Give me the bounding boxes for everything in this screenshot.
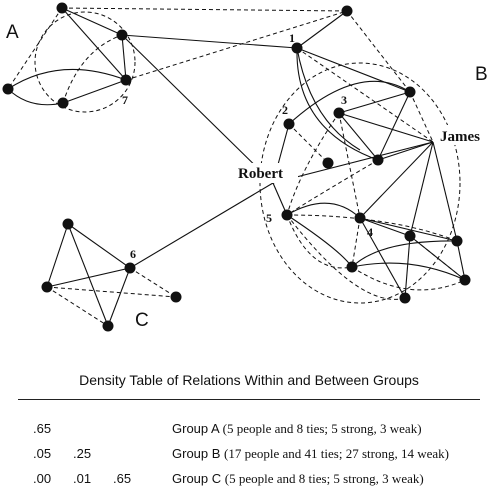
- group-c-node: [170, 291, 182, 303]
- node-2: [283, 118, 295, 130]
- group-b-node: [372, 154, 384, 166]
- strong-ties: [7, 7, 466, 327]
- group-b-node: [341, 5, 353, 17]
- group-description: Group A (5 people and 8 ties; 5 strong, …: [172, 421, 422, 437]
- group-b-node: [404, 230, 416, 242]
- node-7-label: 7: [122, 93, 128, 107]
- james-label: James: [440, 129, 480, 145]
- density-value: .01: [73, 471, 92, 486]
- group-a-node: [56, 2, 68, 14]
- group-a-node: [57, 97, 69, 109]
- density-value: .65: [113, 471, 132, 486]
- density-value: .25: [73, 446, 92, 461]
- robert-label: Robert: [238, 166, 283, 182]
- group-description: Group B (17 people and 41 ties; 27 stron…: [172, 446, 449, 462]
- james-label-bg: [438, 125, 496, 145]
- group-a-node: [116, 29, 128, 41]
- node-7: [120, 74, 132, 86]
- density-row-a: .65 Group A (5 people and 8 ties; 5 stro…: [0, 421, 498, 443]
- group-b-label: B: [475, 64, 488, 85]
- group-b-node: [451, 235, 463, 247]
- group-c-node: [62, 218, 74, 230]
- node-1: [291, 42, 303, 54]
- group-a-label: A: [6, 22, 19, 43]
- group-name: Group C: [172, 471, 222, 486]
- node-3-label: 3: [341, 93, 347, 107]
- node-6: [124, 262, 136, 274]
- node-2-label: 2: [282, 103, 288, 117]
- node-4: [354, 212, 366, 224]
- group-b-node: [322, 157, 334, 169]
- node-4-label: 4: [367, 225, 373, 239]
- group-b-node: [459, 274, 471, 286]
- node-3: [333, 107, 345, 119]
- node-5: [281, 209, 293, 221]
- density-value: .00: [33, 471, 52, 486]
- density-value: .65: [33, 421, 52, 436]
- group-b-node: [404, 86, 416, 98]
- table-rule: [18, 399, 480, 400]
- nodes: [2, 2, 471, 332]
- group-c-node: [102, 320, 114, 332]
- weak-ties: [7, 7, 466, 327]
- group-detail: (5 people and 8 ties; 5 strong, 3 weak): [224, 471, 424, 486]
- group-c-label: C: [135, 310, 149, 331]
- network-diagram: Robert James 1 2 3 4 5 6 7 A B C: [2, 2, 496, 332]
- density-row-c: .00 .01 .65 Group C (5 people and 8 ties…: [0, 471, 498, 493]
- group-name: Group A: [172, 421, 219, 436]
- group-b-node: [346, 261, 358, 273]
- group-a-boundary: [34, 11, 136, 113]
- group-description: Group C (5 people and 8 ties; 5 strong, …: [172, 471, 424, 487]
- node-1-label: 1: [289, 31, 295, 45]
- group-name: Group B: [172, 446, 221, 461]
- group-c-node: [41, 281, 53, 293]
- group-detail: (5 people and 8 ties; 5 strong, 3 weak): [222, 421, 422, 436]
- node-5-label: 5: [266, 211, 272, 225]
- density-table-title: Density Table of Relations Within and Be…: [79, 372, 419, 388]
- density-row-b: .05 .25 Group B (17 people and 41 ties; …: [0, 446, 498, 468]
- group-b-node: [399, 292, 411, 304]
- group-a-node: [2, 83, 14, 95]
- node-6-label: 6: [130, 247, 136, 261]
- group-detail: (17 people and 41 ties; 27 strong, 14 we…: [224, 446, 449, 461]
- density-value: .05: [33, 446, 52, 461]
- robert-label-bg: [236, 163, 298, 183]
